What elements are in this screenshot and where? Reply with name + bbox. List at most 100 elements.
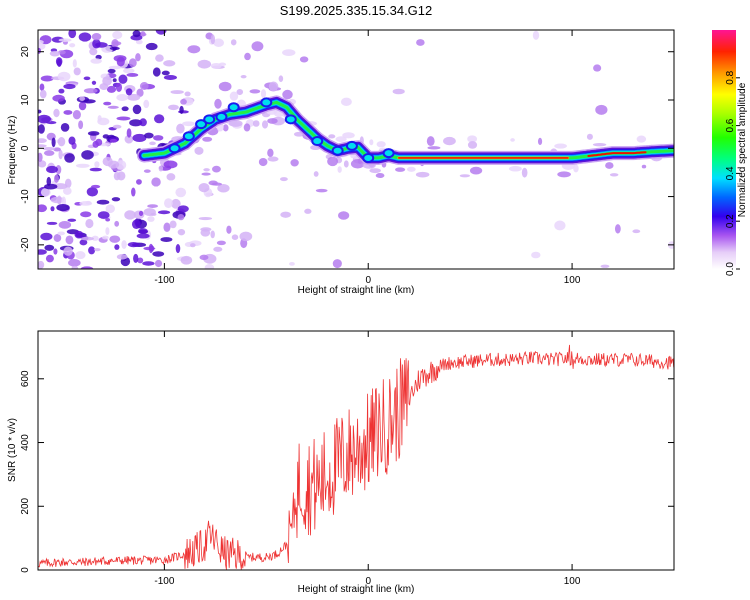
- heatmap-cell: [46, 176, 52, 186]
- heatmap-cell: [106, 85, 117, 93]
- heatmap-cell: [53, 183, 68, 190]
- heatmap-cell: [280, 177, 288, 182]
- heatmap-cell: [138, 210, 144, 216]
- heatmap-cell: [282, 49, 296, 57]
- heatmap-cell: [58, 220, 72, 229]
- heatmap-cell: [161, 70, 170, 76]
- heatmap-cell: [252, 120, 260, 127]
- heatmap-cell: [89, 167, 102, 172]
- heatmap-cell: [415, 171, 430, 178]
- heatmap-cell: [268, 81, 279, 92]
- heatmap-cell: [230, 39, 237, 46]
- heatmap-cell: [229, 91, 239, 101]
- heatmap-cell: [126, 73, 139, 77]
- top-y-tick-label: 0: [20, 145, 31, 151]
- heatmap-cell: [163, 74, 177, 81]
- heatmap-cell: [60, 122, 70, 132]
- heatmap-cell: [101, 45, 113, 53]
- heatmap-cell: [79, 201, 93, 206]
- heatmap-cell: [91, 235, 99, 241]
- heatmap-cell: [40, 75, 54, 82]
- heatmap-cell: [68, 30, 77, 39]
- top-x-tick-label: -100: [154, 275, 174, 286]
- heatmap-cell: [267, 118, 278, 124]
- heatmap-cell: [38, 114, 51, 124]
- heatmap-cell: [44, 244, 55, 251]
- heatmap-cell: [46, 165, 58, 174]
- heatmap-cell: [53, 174, 59, 183]
- heatmap-cell: [109, 235, 121, 243]
- heatmap-cell: [83, 88, 98, 94]
- bottom-x-axis-label: Height of straight line (km): [298, 584, 415, 595]
- heatmap-cell: [112, 30, 123, 40]
- colorbar-gradient: [712, 30, 736, 269]
- ridge-blob: [345, 140, 358, 151]
- heatmap-cell: [328, 134, 336, 139]
- heatmap-cell: [42, 146, 56, 151]
- top-plot-frame: [37, 29, 675, 270]
- heatmap-cell: [375, 172, 385, 179]
- heatmap-cell: [79, 239, 88, 246]
- heatmap-cell: [57, 231, 65, 236]
- heatmap-cell: [160, 237, 173, 242]
- heatmap-cell: [337, 166, 342, 173]
- heatmap-cell: [203, 168, 210, 172]
- heatmap-cell: [176, 123, 185, 134]
- top-y-tick-label: 20: [20, 46, 31, 58]
- heatmap-cell: [71, 265, 79, 269]
- heatmap-cell: [112, 78, 117, 83]
- colorbar-label: Normalized spectral amplitude: [737, 82, 748, 217]
- heatmap-cell: [56, 58, 62, 67]
- heatmap-cell: [86, 187, 98, 197]
- heatmap-cell: [107, 68, 116, 74]
- heatmap-cell: [282, 89, 293, 100]
- heatmap-cell: [131, 219, 141, 229]
- heatmap-cell: [236, 88, 244, 96]
- heatmap-ridge: [137, 95, 674, 165]
- heatmap-cell: [81, 150, 94, 160]
- heatmap-cell: [342, 132, 355, 139]
- heatmap-cell: [130, 34, 143, 41]
- heatmap-cell: [102, 156, 113, 167]
- heatmap-cell: [152, 67, 161, 77]
- heatmap-cell: [68, 136, 76, 145]
- bottom-plot-frame: [37, 330, 675, 571]
- heatmap-cell: [406, 166, 416, 172]
- heatmap-cell: [632, 229, 641, 234]
- heatmap-cell: [164, 198, 173, 209]
- heatmap-cell: [210, 62, 222, 69]
- heatmap-cell: [111, 39, 119, 48]
- heatmap-cell: [55, 165, 62, 175]
- colorbar-tick-label: 0.4: [725, 166, 736, 180]
- heatmap-cell: [90, 58, 102, 64]
- heatmap-cell: [395, 167, 406, 172]
- heatmap-cell: [61, 196, 67, 207]
- heatmap-cell: [121, 106, 129, 112]
- ridge-blob: [311, 136, 324, 147]
- heatmap-cell: [125, 88, 133, 96]
- heatmap-cell: [467, 141, 478, 149]
- heatmap-cell: [131, 187, 136, 197]
- heatmap-cell: [105, 204, 115, 214]
- heatmap-cell: [83, 76, 91, 81]
- heatmap-cell: [260, 89, 267, 99]
- heatmap-cell: [152, 251, 165, 257]
- heatmap-cell: [175, 244, 181, 254]
- ridge-blob: [203, 114, 216, 125]
- heatmap-cell: [69, 43, 76, 48]
- heatmap-cell: [166, 173, 176, 181]
- top-y-tick-label: -20: [20, 237, 31, 252]
- heatmap-cell: [210, 230, 215, 239]
- heatmap-cell: [198, 182, 210, 193]
- heatmap-cell: [251, 41, 264, 52]
- heatmap-cell: [79, 96, 86, 101]
- heatmap-cell: [170, 90, 184, 95]
- colorbar-tick-label: 0.2: [725, 214, 736, 228]
- heatmap-cell: [592, 142, 607, 147]
- heatmap-cell: [139, 118, 147, 127]
- heatmap-cell: [327, 156, 339, 167]
- heatmap-cell: [636, 135, 647, 143]
- heatmap-cell: [126, 93, 141, 101]
- heatmap-cell: [210, 34, 216, 45]
